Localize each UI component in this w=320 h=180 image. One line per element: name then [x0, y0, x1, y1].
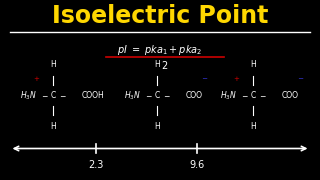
Text: COO: COO — [186, 91, 203, 100]
Text: $H_3N$: $H_3N$ — [20, 89, 37, 102]
Text: H: H — [50, 60, 56, 69]
Text: ─: ─ — [298, 76, 302, 82]
Text: $H_3N$: $H_3N$ — [220, 89, 237, 102]
Text: 2: 2 — [162, 61, 168, 71]
Text: ─: ─ — [43, 91, 47, 100]
Text: C: C — [250, 91, 255, 100]
Text: H: H — [154, 60, 160, 69]
Text: ─: ─ — [60, 91, 65, 100]
Text: +: + — [33, 76, 39, 82]
Text: 9.6: 9.6 — [189, 160, 204, 170]
Text: COO: COO — [282, 91, 299, 100]
Text: H: H — [250, 60, 256, 69]
Text: C: C — [154, 91, 159, 100]
Text: ─: ─ — [260, 91, 265, 100]
Text: 2.3: 2.3 — [88, 160, 104, 170]
Text: ─: ─ — [202, 76, 206, 82]
Text: H: H — [250, 122, 256, 130]
Text: H: H — [50, 122, 56, 130]
Text: +: + — [233, 76, 239, 82]
Text: $pI\ =\ pka_1 + pka_2$: $pI\ =\ pka_1 + pka_2$ — [117, 42, 203, 57]
Text: C: C — [50, 91, 55, 100]
Text: ─: ─ — [243, 91, 247, 100]
Text: ─: ─ — [147, 91, 151, 100]
Text: H: H — [154, 122, 160, 130]
Text: ─: ─ — [164, 91, 169, 100]
Text: Isoelectric Point: Isoelectric Point — [52, 4, 268, 28]
Text: $H_3N$: $H_3N$ — [124, 89, 141, 102]
Text: COOH: COOH — [82, 91, 104, 100]
